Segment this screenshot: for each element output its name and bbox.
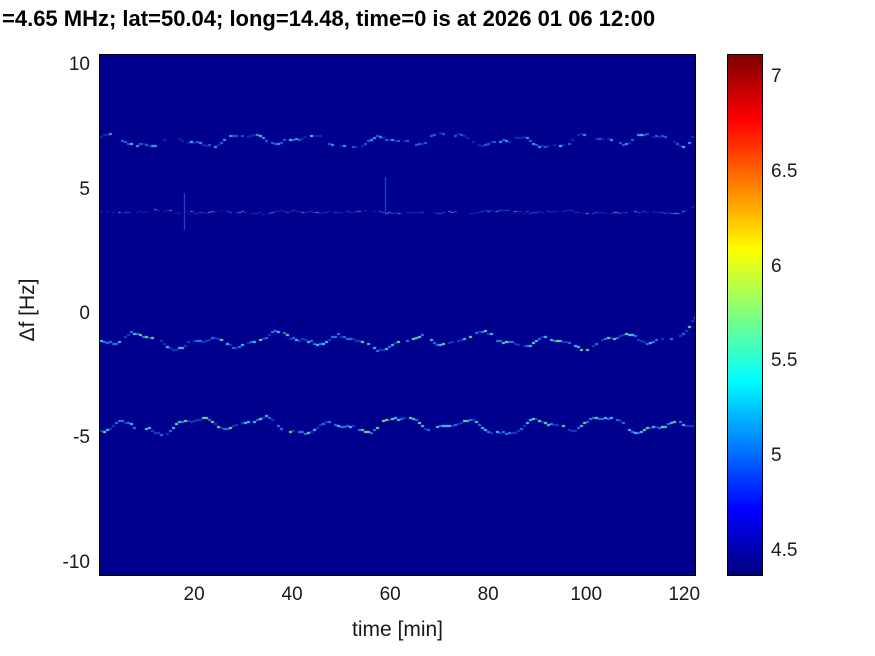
x-tick-label: 60 (379, 584, 401, 605)
x-tick-label: 100 (570, 584, 603, 605)
y-tick-label: 5 (79, 178, 90, 200)
x-tick-label: 120 (668, 584, 701, 605)
x-tick-label: 40 (281, 584, 303, 605)
chart-title: =4.65 MHz; lat=50.04; long=14.48, time=0… (2, 6, 656, 31)
y-tick-label: 10 (68, 54, 90, 76)
colorbar (727, 54, 763, 576)
colorbar-tick-label: 7 (771, 65, 782, 87)
y-tick-label: -10 (62, 551, 90, 573)
colorbar-tick-label: 4.5 (771, 540, 798, 562)
colorbar-tick-label: 5 (771, 445, 782, 467)
x-axis-label: time [min] (351, 618, 443, 641)
colorbar-tick-label: 6.5 (771, 160, 798, 182)
colorbar-tick-label: 5.5 (771, 350, 798, 372)
heatmap-plot (99, 54, 696, 576)
y-tick-label: -5 (73, 427, 90, 449)
colorbar-tick-label: 6 (771, 255, 782, 277)
y-tick-label: 0 (79, 303, 90, 324)
x-tick-label: 80 (477, 584, 499, 605)
x-tick-label: 20 (183, 584, 205, 605)
